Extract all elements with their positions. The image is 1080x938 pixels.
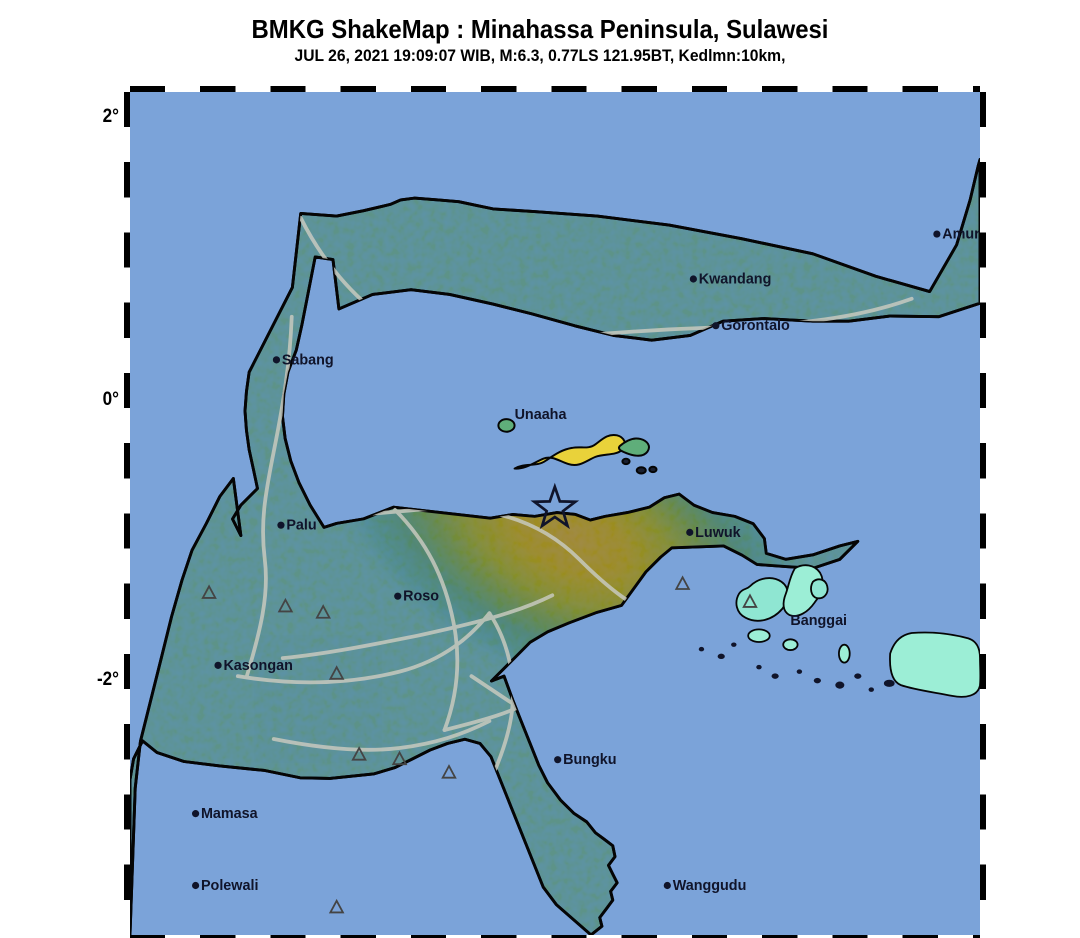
- svg-text:Gorontalo: Gorontalo: [721, 318, 790, 334]
- svg-text:Sabang: Sabang: [282, 352, 334, 368]
- svg-text:Kwandang: Kwandang: [699, 271, 772, 287]
- svg-text:Bungku: Bungku: [563, 752, 616, 768]
- svg-text:Roso: Roso: [403, 589, 439, 605]
- svg-text:Mamasa: Mamasa: [201, 806, 259, 822]
- svg-text:Polewali: Polewali: [201, 878, 258, 894]
- svg-text:Luwuk: Luwuk: [695, 525, 740, 541]
- svg-text:Amurang: Amurang: [942, 227, 980, 243]
- svg-text:Kasongan: Kasongan: [223, 658, 292, 674]
- svg-text:Unaaha: Unaaha: [515, 407, 568, 423]
- svg-text:Banggai: Banggai: [790, 613, 847, 629]
- svg-text:Wanggudu: Wanggudu: [673, 878, 747, 894]
- svg-text:Palu: Palu: [286, 518, 316, 534]
